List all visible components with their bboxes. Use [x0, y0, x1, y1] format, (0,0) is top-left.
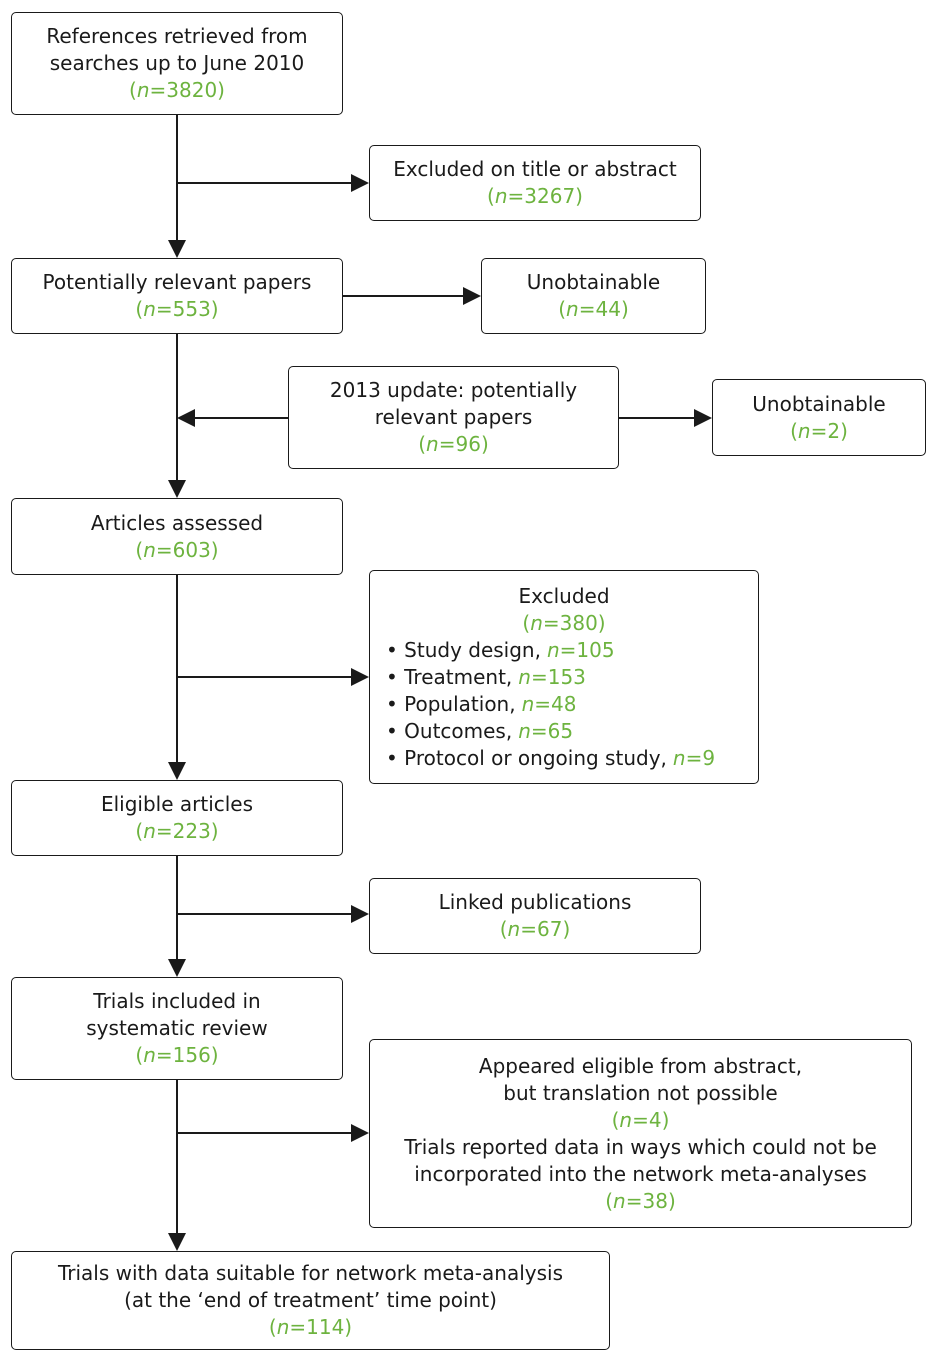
arrow-head [168, 480, 186, 498]
node-label: Unobtainable [752, 391, 886, 416]
arrow-head [168, 240, 186, 258]
node-label: Linked publications [438, 890, 632, 914]
node-label: Excluded on title or abstract [393, 157, 677, 181]
node-label: relevant papers [374, 405, 533, 429]
node-box: Appeared eligible from abstract, but tran… [369, 1039, 912, 1228]
count: n=153 [518, 664, 586, 689]
count: (n=3820) [129, 78, 225, 102]
count: (n=114) [268, 1315, 353, 1339]
node-box: Potentially relevant papers (n=553) [11, 258, 343, 334]
node-box: Excluded on title or abstract (n=3267) [369, 145, 701, 221]
reason: Outcomes,n=65 [386, 718, 715, 745]
node-box: Excluded(n=380)Study design,n=105Treatme… [369, 570, 759, 784]
reason-label: Outcomes, [404, 718, 513, 743]
node-label: Trials included in [93, 989, 261, 1013]
count: (n=553) [135, 297, 219, 321]
count: (n=603) [135, 537, 219, 562]
node-box: Linked publications (n=67) [369, 878, 701, 954]
arrow-head [463, 287, 481, 305]
node-box: 2013 update: potentially relevant papers (… [288, 366, 619, 469]
reason: Study design,n=105 [386, 637, 715, 664]
count: (n=96) [418, 432, 489, 456]
node-label: Appeared eligible from abstract, [478, 1053, 803, 1078]
node-label: 2013 update: potentially [329, 378, 578, 402]
reason-label: Protocol or ongoing study, [404, 745, 667, 770]
count: n=48 [521, 691, 577, 716]
arrow-head [168, 959, 186, 977]
node-label: systematic review [86, 1016, 268, 1040]
count: n=65 [518, 718, 574, 743]
reason: Treatment,n=153 [386, 664, 715, 691]
node-label: Unobtainable [526, 270, 661, 294]
node-label: (at the ‘end of treatment’ time point) [124, 1288, 497, 1312]
count: (n=223) [135, 819, 219, 843]
node-box: Articles assessed (n=603) [11, 498, 343, 575]
node-label: Trials reported data in ways which could… [404, 1134, 877, 1159]
arrow-head [351, 668, 369, 686]
arrow-head [351, 905, 369, 923]
node-label: incorporated into the network meta-analy… [414, 1161, 867, 1186]
node-label: Trials with data suitable for network me… [57, 1261, 564, 1285]
arrow-head [168, 762, 186, 780]
reason: Population,n=48 [386, 691, 715, 718]
count: (n=4) [611, 1107, 670, 1132]
node-box: Eligible articles (n=223) [11, 780, 343, 856]
reason-list: Study design,n=105Treatment,n=153Populat… [370, 637, 715, 772]
reason-label: Study design, [404, 637, 541, 662]
node-box: References retrieved from searches up to … [11, 12, 343, 115]
node-box: Unobtainable (n=2) [712, 379, 926, 456]
node-label: Potentially relevant papers [42, 270, 312, 294]
count: (n=156) [135, 1043, 219, 1067]
arrow-head [177, 409, 195, 427]
count: n=105 [546, 637, 615, 662]
reason-label: Treatment, [404, 664, 513, 689]
node-box: Unobtainable (n=44) [481, 258, 706, 334]
node-label: searches up to June 2010 [49, 51, 305, 75]
node-label: but translation not possible [503, 1080, 778, 1105]
count: (n=67) [499, 917, 571, 941]
arrow-head [168, 1233, 186, 1251]
reason-label: Population, [404, 691, 516, 716]
node-box: Trials included in systematic review (n=15… [11, 977, 343, 1080]
node-label: Eligible articles [100, 792, 254, 816]
arrow-head [351, 174, 369, 192]
node-label: Articles assessed [90, 510, 264, 535]
node-label: References retrieved from [46, 24, 308, 48]
count: (n=3267) [487, 184, 583, 208]
count: (n=38) [605, 1188, 676, 1213]
node-box: Trials with data suitable for network me… [11, 1251, 610, 1350]
count: (n=380) [522, 610, 606, 635]
node-label: Excluded [518, 583, 610, 608]
count: (n=44) [558, 297, 629, 321]
arrow-head [351, 1124, 369, 1142]
count: (n=2) [790, 418, 848, 443]
count: n=9 [672, 745, 716, 770]
reason: Protocol or ongoing study,n=9 [386, 745, 715, 772]
arrow-head [694, 409, 712, 427]
